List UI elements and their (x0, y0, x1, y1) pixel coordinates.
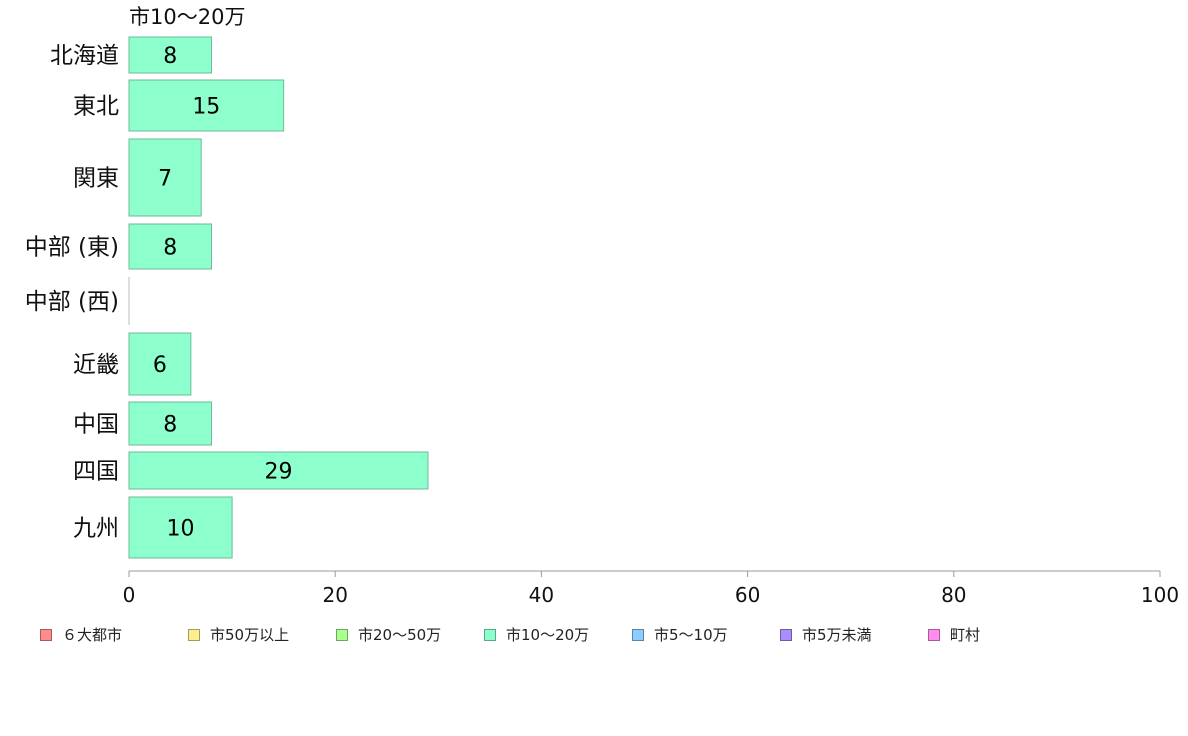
category-label: 九州 (73, 516, 119, 542)
legend-item: 市50万以上 (188, 624, 336, 645)
legend-item: ６大都市 (40, 624, 188, 645)
legend-swatch (336, 628, 348, 641)
bar (128, 36, 212, 74)
data-label: 8 (163, 236, 177, 261)
legend-swatch (40, 628, 52, 641)
legend-label: 市20〜50万 (358, 626, 442, 644)
category-label: 東北 (73, 94, 119, 120)
legend-item: 町村 (928, 624, 1038, 645)
legend: ６大都市 市50万以上 市20〜50万 市10〜20万 市5〜10万 市5万未満… (40, 624, 1038, 645)
bar (128, 138, 202, 217)
x-tick-label: 60 (735, 583, 760, 607)
x-tick-label: 0 (123, 583, 136, 607)
category-label: 北海道 (50, 43, 119, 69)
category-label: 中部 (東) (25, 235, 119, 261)
legend-swatch (632, 628, 644, 641)
bar (128, 496, 233, 559)
legend-label: 市5〜10万 (654, 626, 728, 644)
legend-item: 市5万未満 (780, 624, 928, 645)
bar (128, 451, 429, 490)
chart-title: 市10〜20万 (129, 5, 245, 29)
legend-label: ６大都市 (62, 626, 123, 644)
legend-label: 市5万未満 (802, 626, 872, 644)
category-label: 中部 (西) (25, 289, 119, 315)
x-tick-label: 20 (322, 583, 347, 607)
x-tick-label: 100 (1141, 583, 1179, 607)
bar (128, 79, 285, 132)
data-label: 10 (167, 517, 195, 542)
data-label: 8 (163, 413, 177, 438)
data-label: 6 (153, 353, 167, 378)
legend-label: 市10〜20万 (506, 626, 590, 644)
category-label: 四国 (73, 459, 119, 485)
legend-label: 町村 (950, 626, 981, 644)
x-tick-label: 80 (941, 583, 966, 607)
category-label: 中国 (73, 412, 119, 438)
bar (128, 223, 212, 270)
legend-swatch (928, 628, 940, 641)
legend-item: 市5〜10万 (632, 624, 780, 645)
bar (128, 332, 192, 396)
legend-swatch (188, 628, 200, 641)
legend-label: 市50万以上 (210, 626, 290, 644)
data-label: 8 (163, 44, 177, 69)
data-label: 29 (264, 460, 292, 485)
legend-item: 市20〜50万 (336, 624, 484, 645)
category-label: 関東 (73, 166, 119, 192)
data-label: 15 (192, 95, 220, 120)
legend-item: 市10〜20万 (484, 624, 632, 645)
data-label: 7 (158, 167, 172, 192)
x-tick-label: 40 (529, 583, 554, 607)
bar (128, 401, 212, 446)
legend-swatch (780, 628, 792, 641)
legend-swatch (484, 628, 496, 641)
category-label: 近畿 (73, 352, 119, 378)
